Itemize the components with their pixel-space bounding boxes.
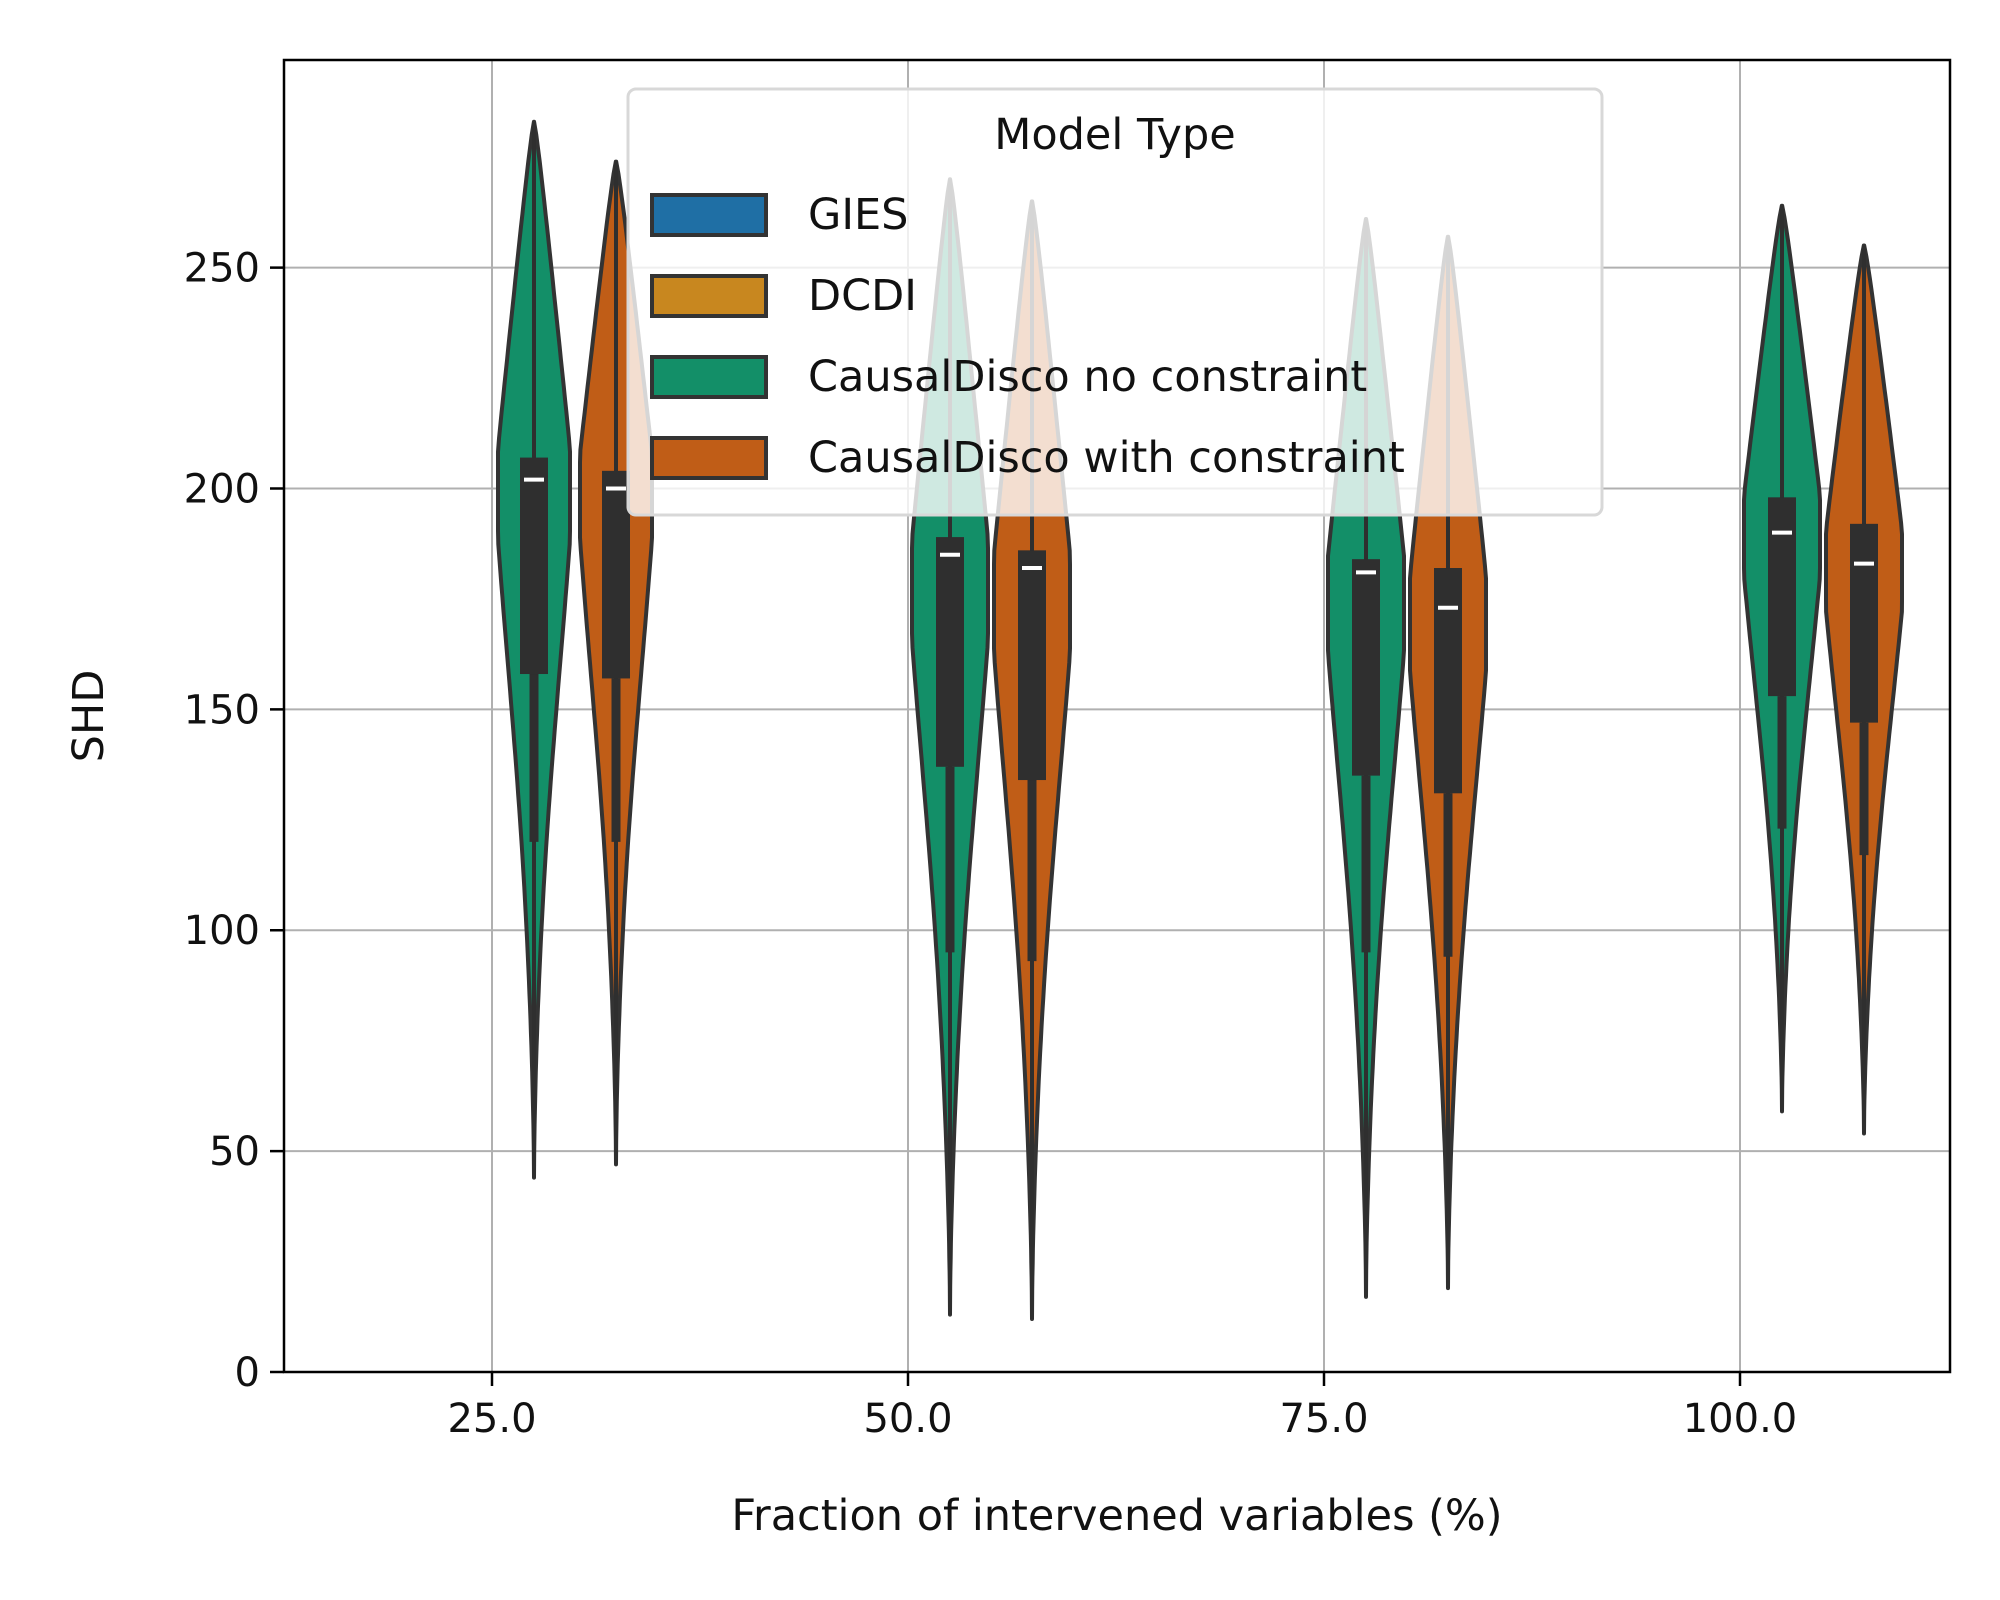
legend-swatch [650,193,768,237]
y-tick-label: 0 [235,1350,260,1396]
violin-iqr-box [1434,568,1462,794]
legend-entry: GIES [650,190,908,240]
y-axis: 0 50 100 150 200 250 [184,246,284,1396]
violin-iqr-box [1018,550,1046,781]
legend-swatch [650,355,768,399]
legend-entry: DCDI [650,271,917,321]
violin-iqr-box [1850,523,1878,723]
violin-iqr-box [1352,559,1380,776]
y-tick-label: 200 [184,466,260,512]
legend-title: Model Type [994,110,1236,160]
legend-swatch [650,274,768,318]
y-tick-label: 50 [209,1129,260,1175]
x-tick-label: 25.0 [447,1396,536,1442]
legend-swatch [650,436,768,480]
legend-entry: CausalDisco no constraint [650,352,1367,402]
plot-area-frame [282,58,1952,1374]
x-tick-label: 75.0 [1279,1396,1368,1442]
legend-label: CausalDisco with constraint [808,433,1405,483]
legend-label: CausalDisco no constraint [808,352,1367,402]
legend-label: GIES [808,190,908,240]
x-tick-label: 50.0 [863,1396,952,1442]
violin-iqr-box [936,537,964,767]
x-axis-label: Fraction of intervened variables (%) [731,1491,1502,1541]
legend-label: DCDI [808,271,917,321]
x-axis: 25.0 50.0 75.0 100.0 [447,1372,1797,1442]
y-tick-label: 250 [184,246,260,292]
violin-iqr-box [520,457,548,675]
violin-iqr-box [602,470,630,679]
violin-causaldisco-no-constraint-25.0 [496,119,572,1180]
y-tick-label: 150 [184,687,260,733]
y-axis-label: SHD [64,670,114,763]
legend: Model Type GIES DCDI CausalDisco no constra… [626,87,1604,517]
violin-iqr-box [1768,497,1796,697]
violin-causaldisco-no-constraint-100.0 [1742,203,1822,1114]
legend-entry: CausalDisco with constraint [650,433,1405,483]
y-tick-label: 100 [184,908,260,954]
x-tick-label: 100.0 [1683,1396,1798,1442]
violin-causaldisco-with-constraint-100.0 [1824,243,1904,1136]
legend-box [626,87,1604,517]
